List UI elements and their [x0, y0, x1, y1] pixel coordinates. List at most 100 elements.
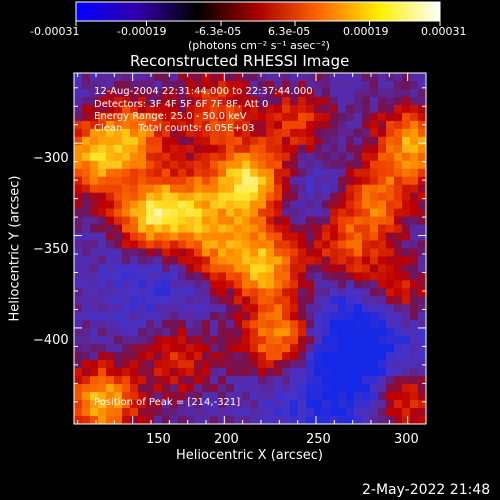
heatmap-cell	[106, 352, 115, 361]
heatmap-cell	[226, 128, 235, 138]
heatmap-cell	[210, 208, 219, 218]
heatmap-cell	[258, 104, 267, 114]
heatmap-cell	[250, 232, 259, 242]
heatmap-cell	[290, 144, 299, 154]
heatmap-cell	[410, 136, 419, 146]
heatmap-cell	[170, 224, 179, 234]
heatmap-cell	[226, 352, 235, 361]
heatmap-cell	[146, 184, 155, 194]
heatmap-cell	[146, 304, 155, 313]
heatmap-cell	[306, 416, 315, 424]
heatmap-cell	[362, 264, 371, 274]
heatmap-cell	[202, 408, 211, 417]
heatmap-cell	[418, 304, 426, 313]
heatmap-cell	[418, 200, 426, 210]
heatmap-cell	[114, 224, 123, 234]
heatmap-cell	[114, 368, 123, 377]
heatmap-cell	[146, 232, 155, 242]
heatmap-cell	[362, 176, 371, 186]
heatmap-cell	[138, 176, 147, 186]
heatmap-cell	[226, 216, 235, 226]
heatmap-cell	[306, 280, 315, 289]
heatmap-cell	[322, 336, 331, 345]
heatmap-cell	[154, 160, 163, 170]
heatmap-cell	[362, 152, 371, 162]
heatmap-cell	[154, 73, 163, 82]
heatmap-cell	[130, 144, 139, 154]
chart-title: Reconstructed RHESSI Image	[130, 52, 350, 70]
heatmap-cell	[178, 400, 187, 409]
heatmap-cell	[290, 320, 299, 329]
heatmap-cell	[218, 104, 227, 114]
heatmap-cell	[258, 296, 267, 305]
heatmap-cell	[114, 104, 123, 114]
heatmap-cell	[354, 136, 363, 146]
heatmap-cell	[210, 200, 219, 210]
heatmap-cell	[202, 80, 211, 90]
heatmap-cell	[394, 320, 403, 329]
heatmap-cell	[290, 304, 299, 313]
heatmap-cell	[122, 320, 131, 329]
heatmap-cell	[322, 88, 331, 98]
heatmap-cell	[266, 160, 275, 170]
heatmap-cell	[266, 104, 275, 114]
heatmap-cell	[410, 304, 419, 313]
heatmap-cell	[130, 328, 139, 337]
heatmap-cell	[410, 280, 419, 289]
heatmap-cell	[346, 408, 355, 417]
heatmap-cell	[130, 352, 139, 361]
heatmap-cell	[314, 192, 323, 202]
heatmap-cell	[226, 368, 235, 377]
heatmap-cell	[90, 416, 99, 424]
heatmap-cell	[394, 248, 403, 258]
heatmap-cell	[130, 400, 139, 409]
heatmap-cell	[98, 240, 107, 250]
heatmap-cell	[354, 152, 363, 162]
plot-frame	[73, 72, 427, 425]
heatmap-cell	[98, 128, 107, 138]
heatmap-cell	[386, 216, 395, 226]
heatmap-cell	[138, 360, 147, 369]
heatmap-cell	[138, 184, 147, 194]
heatmap-cell	[362, 160, 371, 170]
heatmap-cell	[82, 416, 91, 424]
heatmap-cell	[378, 144, 387, 154]
heatmap-cell	[74, 128, 83, 138]
heatmap-cell	[234, 296, 243, 305]
heatmap-cell	[82, 136, 91, 146]
heatmap-cell	[378, 344, 387, 353]
heatmap-cell	[218, 392, 227, 401]
heatmap-cell	[186, 232, 195, 242]
heatmap-cell	[106, 200, 115, 210]
heatmap-cell	[266, 216, 275, 226]
heatmap-cell	[138, 144, 147, 154]
heatmap-cell	[138, 128, 147, 138]
heatmap-cell	[146, 376, 155, 385]
heatmap-cell	[122, 304, 131, 313]
heatmap-cell	[210, 88, 219, 98]
heatmap-cell	[114, 128, 123, 138]
heatmap-cell	[314, 384, 323, 393]
heatmap-cell	[82, 192, 91, 202]
heatmap-cell	[274, 144, 283, 154]
heatmap-cell	[338, 160, 347, 170]
heatmap-cell	[322, 368, 331, 377]
heatmap-cell	[186, 368, 195, 377]
heatmap-cell	[410, 240, 419, 250]
heatmap-cell	[306, 408, 315, 417]
heatmap-cell	[370, 136, 379, 146]
heatmap-cell	[194, 112, 203, 122]
heatmap-cell	[186, 168, 195, 178]
heatmap-cell	[106, 160, 115, 170]
heatmap-cell	[226, 328, 235, 337]
heatmap-cell	[90, 392, 99, 401]
heatmap-cell	[370, 152, 379, 162]
heatmap-cell	[314, 408, 323, 417]
heatmap-cell	[186, 400, 195, 409]
heatmap-cell	[386, 392, 395, 401]
heatmap-cell	[322, 224, 331, 234]
heatmap-cell	[106, 312, 115, 321]
heatmap-cell	[186, 184, 195, 194]
heatmap-cell	[122, 264, 131, 274]
heatmap-cell	[82, 352, 91, 361]
